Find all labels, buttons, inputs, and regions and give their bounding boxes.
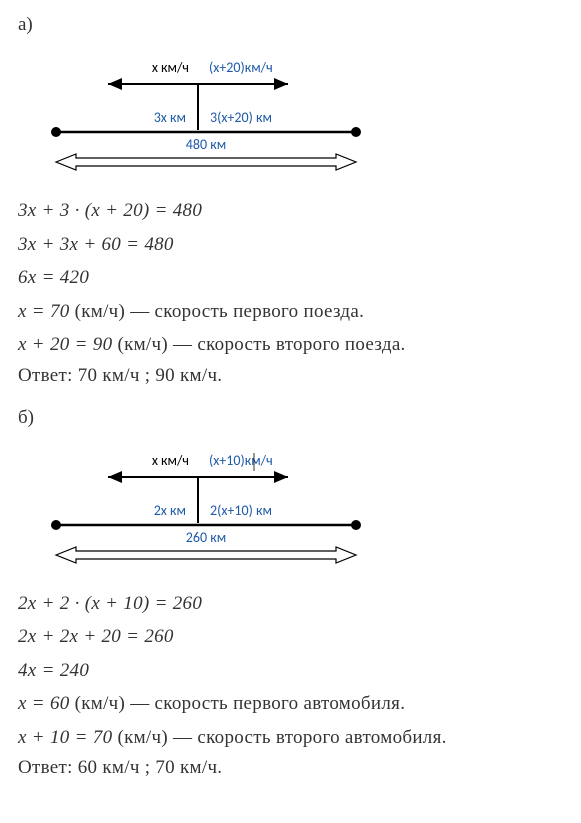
eq-a-4-pre: x = 70 [18, 301, 75, 322]
top-arrowhead-left [108, 471, 122, 483]
top-arrowhead-right [274, 78, 288, 90]
eq-a-4-unit: (км/ч) — скорость первого поезда. [75, 301, 365, 322]
eq-a-5-unit: (км/ч) — скорость второго поезда. [117, 334, 405, 355]
eq-b-4-unit: (км/ч) — скорость первого автомобиля. [75, 693, 406, 714]
endpoint-left [51, 520, 61, 530]
endpoint-left [51, 127, 61, 137]
diagram-b-svg: х км/ч (х+10)км/ч 2х км 2(х+10) км 260 к… [26, 451, 386, 569]
diagram-a-svg: х км/ч (х+20)км/ч 3х км 3(х+20) км 480 к… [26, 58, 386, 176]
part-b-diagram: х км/ч (х+10)км/ч 2х км 2(х+10) км 260 к… [26, 451, 563, 574]
eq-b-1: 2x + 2 · (x + 10) = 260 [18, 590, 563, 619]
mid-right-distance-label: 3(х+20) км [210, 109, 272, 126]
total-distance-label: 260 км [186, 529, 226, 546]
part-b-label: б) [18, 407, 563, 429]
eq-b-2: 2x + 2x + 20 = 260 [18, 623, 563, 652]
mid-right-distance-label: 2(х+10) км [210, 502, 272, 519]
top-right-speed-label: (х+20)км/ч [209, 59, 273, 76]
eq-b-4-pre: x = 60 [18, 693, 75, 714]
eq-b-4: x = 60 (км/ч) — скорость первого автомоб… [18, 690, 563, 719]
eq-a-5-pre: x + 20 = 90 [18, 334, 117, 355]
eq-b-3: 4x = 240 [18, 657, 563, 686]
eq-a-1: 3x + 3 · (x + 20) = 480 [18, 197, 563, 226]
mid-left-distance-label: 3х км [154, 109, 186, 126]
top-arrowhead-right [274, 471, 288, 483]
part-a-label: а) [18, 14, 563, 36]
eq-a-2: 3x + 3x + 60 = 480 [18, 231, 563, 260]
top-left-speed-label: х км/ч [152, 452, 189, 469]
bottom-double-arrow [56, 547, 356, 563]
answer-b: Ответ: 60 км/ч ; 70 км/ч. [18, 757, 563, 779]
eq-b-5-unit: (км/ч) — скорость второго автомобиля. [117, 727, 446, 748]
part-a-diagram: х км/ч (х+20)км/ч 3х км 3(х+20) км 480 к… [26, 58, 563, 181]
top-arrowhead-left [108, 78, 122, 90]
eq-a-5: x + 20 = 90 (км/ч) — скорость второго по… [18, 331, 563, 360]
part-b: б) х км/ч (х+10)км/ч 2х км 2(х+10) км 26… [18, 407, 563, 780]
part-a: а) х км/ч (х+20)км/ч 3х км 3(х+20) км 48… [18, 14, 563, 387]
endpoint-right [351, 520, 361, 530]
endpoint-right [351, 127, 361, 137]
answer-a: Ответ: 70 км/ч ; 90 км/ч. [18, 365, 563, 387]
eq-b-5-pre: x + 10 = 70 [18, 727, 117, 748]
total-distance-label: 480 км [186, 136, 226, 153]
bottom-double-arrow [56, 154, 356, 170]
top-left-speed-label: х км/ч [152, 59, 189, 76]
top-right-speed-label: (х+10)км/ч [209, 452, 273, 469]
eq-a-4: x = 70 (км/ч) — скорость первого поезда. [18, 298, 563, 327]
eq-b-5: x + 10 = 70 (км/ч) — скорость второго ав… [18, 724, 563, 753]
eq-a-3: 6x = 420 [18, 264, 563, 293]
mid-left-distance-label: 2х км [154, 502, 186, 519]
